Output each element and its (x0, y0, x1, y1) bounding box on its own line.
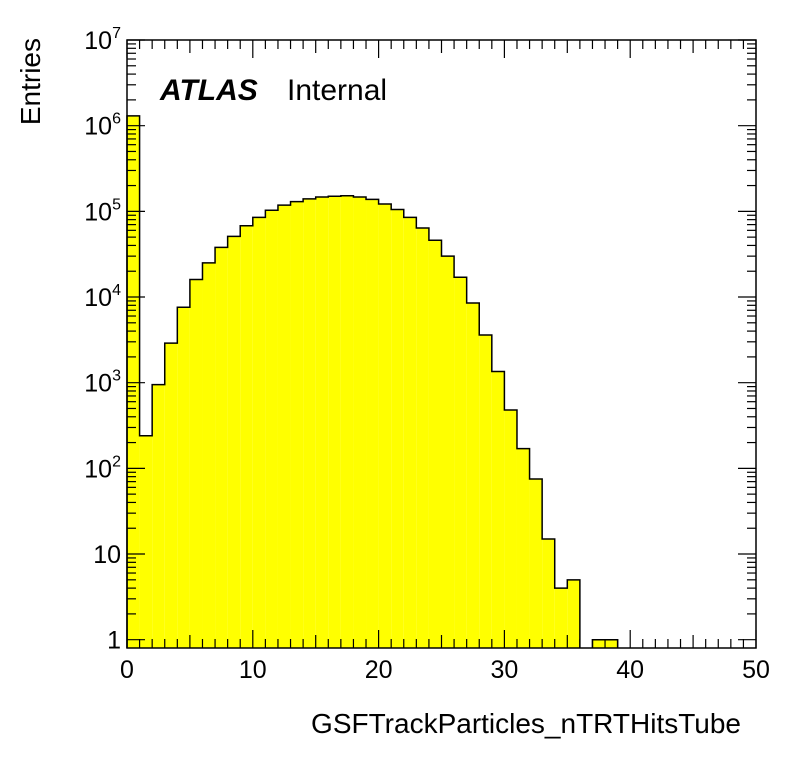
histogram-bar (428, 240, 442, 649)
histogram-bar (366, 199, 379, 648)
histogram-bar (315, 197, 329, 648)
histogram-bar (240, 225, 253, 648)
histogram-bar (353, 197, 367, 648)
y-tick-label: 104 (84, 282, 121, 312)
histogram-bar (592, 639, 606, 648)
histogram-bar (177, 307, 190, 648)
histogram-bar (554, 588, 568, 648)
y-tick-label: 10 (93, 541, 121, 569)
histogram-bar (466, 303, 480, 648)
histogram-bar (516, 448, 530, 648)
atlas-label: ATLAS (159, 74, 258, 107)
histogram-bar (328, 196, 341, 649)
x-axis-title: GSFTrackParticles_nTRTHitsTube (311, 708, 741, 739)
histogram-bar (152, 384, 165, 648)
histogram-bar (491, 371, 505, 648)
y-tick-label: 107 (84, 25, 121, 55)
histogram-bar (479, 335, 492, 648)
histogram-bar (605, 639, 618, 648)
histogram-bar (416, 227, 429, 648)
histogram-bar (277, 205, 291, 648)
y-axis-title: Entries (15, 38, 46, 125)
x-tick-label: 20 (365, 656, 393, 684)
histogram-bar (567, 579, 580, 648)
histogram-bar (202, 262, 216, 648)
y-tick-label: 1 (107, 627, 121, 655)
histogram-bar (139, 435, 153, 648)
histogram-bar (127, 115, 140, 649)
bars-layer (127, 115, 618, 649)
histogram-bar (265, 210, 278, 648)
histogram-bar (290, 201, 304, 649)
histogram-bar (529, 479, 543, 648)
x-tick-label: 0 (120, 656, 134, 684)
x-tick-labels: 0 10 20 30 40 50 (120, 656, 770, 684)
y-tick-label: 103 (84, 368, 121, 398)
y-tick-label: 105 (84, 196, 121, 226)
histogram-bar (189, 279, 203, 648)
histogram-bar (227, 236, 241, 648)
plot-frame (126, 39, 757, 649)
histogram-bar (504, 409, 517, 648)
histogram-bar (340, 195, 354, 649)
y-tick-labels: 1 10 102 103 104 105 106 107 (84, 25, 121, 655)
histogram-bar (164, 343, 178, 648)
x-tick-label: 30 (490, 656, 518, 684)
histogram-bar (391, 209, 404, 649)
status-label: Internal (287, 74, 387, 107)
ticks-layer (126, 39, 757, 648)
x-tick-label: 50 (742, 656, 770, 684)
histogram-bar (441, 256, 455, 648)
histogram-bar (215, 247, 228, 648)
histogram-bar (378, 203, 392, 648)
y-tick-label: 106 (84, 111, 121, 141)
y-tick-label: 102 (84, 453, 121, 483)
histogram-bar (303, 198, 316, 648)
histogram-bar (252, 217, 266, 649)
histogram-bar (542, 538, 555, 648)
x-tick-label: 10 (239, 656, 267, 684)
histogram-bar (454, 277, 467, 648)
histogram-bar (403, 217, 417, 649)
x-tick-label: 40 (616, 656, 644, 684)
